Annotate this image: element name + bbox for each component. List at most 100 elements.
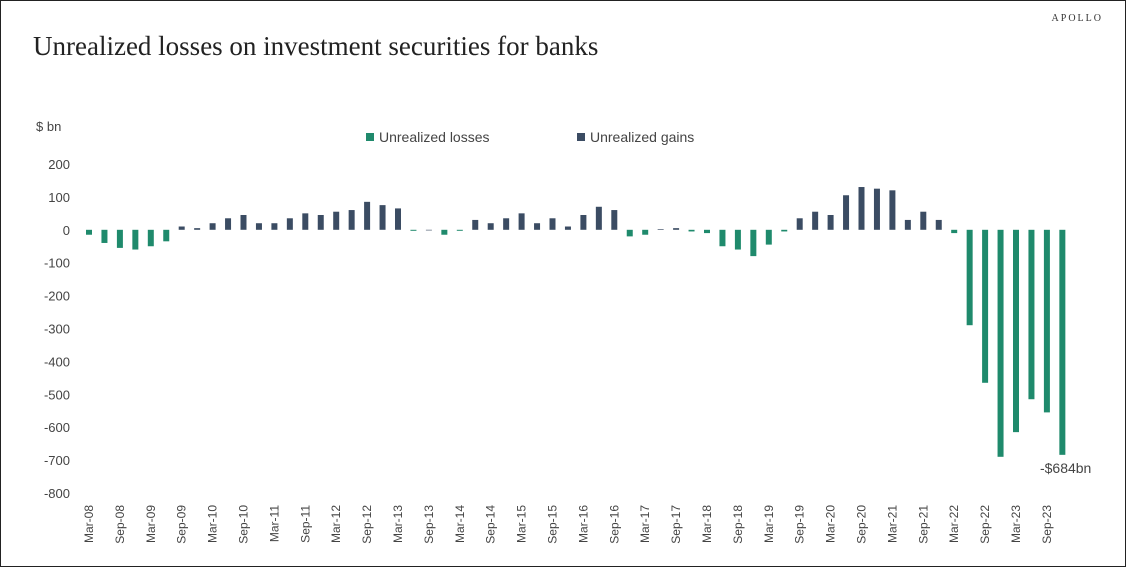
x-tick-label: Sep-12 [360, 505, 374, 544]
x-tick-label: Sep-16 [607, 505, 621, 544]
last-value-annotation: -$684bn [1040, 460, 1091, 476]
bar [534, 223, 541, 230]
x-tick-label: Mar-13 [391, 505, 405, 543]
y-tick-label: -800 [44, 486, 70, 501]
x-axis: Mar-08 Sep-08 Mar-09 Sep-09 Mar-10 Sep-10 Mar-… [82, 505, 1054, 544]
x-tick-label: Mar-21 [885, 505, 899, 543]
bar [317, 214, 324, 230]
bar [904, 219, 911, 230]
bar [812, 211, 819, 230]
bar [951, 229, 958, 234]
bar [796, 218, 803, 230]
bar [920, 211, 927, 230]
x-tick-label: Sep-18 [731, 505, 745, 544]
legend: Unrealized losses Unrealized gains [366, 129, 694, 145]
bar [240, 214, 247, 230]
bar [719, 229, 726, 247]
bar [580, 214, 587, 230]
x-tick-label: Mar-08 [82, 505, 96, 543]
x-tick-label: Sep-19 [793, 505, 807, 544]
x-tick-label: Sep-17 [669, 505, 683, 544]
bar [286, 218, 293, 230]
bar [472, 219, 479, 230]
x-tick-label: Mar-09 [144, 505, 158, 543]
bar [873, 188, 880, 230]
bar [843, 195, 850, 230]
legend-swatch-gains [577, 133, 585, 141]
bar [395, 208, 401, 230]
bar [518, 213, 525, 230]
bar [827, 214, 834, 230]
bar [781, 229, 788, 232]
bar [194, 228, 201, 230]
x-tick-label: Sep-15 [546, 505, 560, 544]
y-tick-label: -500 [44, 387, 70, 402]
x-tick-label: Mar-10 [206, 505, 220, 543]
x-tick-label: Sep-11 [298, 505, 312, 543]
bar [564, 226, 571, 230]
bar [132, 229, 139, 250]
bar [379, 205, 386, 230]
bar [101, 229, 108, 243]
y-tick-label: -600 [44, 420, 70, 435]
bar [1043, 229, 1050, 413]
bar [657, 229, 664, 230]
x-tick-label: Mar-18 [700, 505, 714, 543]
y-tick-label: -100 [44, 256, 70, 271]
bar [116, 229, 123, 248]
y-tick-label: 100 [48, 190, 70, 205]
x-tick-label: Mar-12 [329, 505, 343, 543]
bar [364, 201, 371, 230]
x-tick-label: Mar-16 [576, 505, 590, 543]
bar [889, 190, 896, 230]
bar [704, 229, 710, 234]
y-tick-label: 0 [63, 223, 70, 238]
x-tick-label: Mar-14 [453, 505, 467, 543]
bar [673, 228, 680, 230]
legend-swatch-losses [366, 133, 374, 141]
bar [410, 229, 417, 231]
bar [688, 229, 695, 232]
x-tick-label: Mar-20 [824, 505, 838, 543]
bar [348, 210, 355, 230]
bar [765, 229, 772, 245]
x-tick-label: Sep-21 [916, 505, 930, 544]
apollo-logo: APOLLO [1051, 13, 1103, 24]
bar [441, 229, 448, 235]
bar [503, 218, 510, 230]
x-tick-label: Mar-15 [515, 505, 529, 543]
legend-label-gains: Unrealized gains [590, 129, 694, 145]
bar [935, 219, 942, 230]
x-tick-label: Mar-19 [762, 505, 776, 543]
x-tick-label: Sep-10 [237, 505, 251, 544]
bar [302, 213, 309, 230]
bar [1059, 229, 1066, 455]
y-tick-label: -400 [44, 354, 70, 369]
y-tick-label: -700 [44, 453, 70, 468]
y-tick-label: 200 [48, 157, 70, 172]
bar [1013, 229, 1019, 433]
bar [255, 223, 262, 230]
bar [225, 218, 232, 230]
bar [209, 223, 216, 230]
x-tick-label: Sep-08 [113, 505, 127, 544]
bars [86, 187, 1066, 457]
x-tick-label: Sep-13 [422, 505, 436, 544]
chart-title: Unrealized losses on investment securiti… [33, 31, 599, 61]
bar [1028, 229, 1035, 400]
bar [595, 206, 602, 230]
bar [456, 229, 463, 231]
x-tick-label: Mar-22 [947, 505, 961, 543]
x-tick-label: Sep-23 [1040, 505, 1054, 544]
y-axis-label: $ bn [36, 119, 61, 134]
y-tick-label: -300 [44, 322, 70, 337]
bar [333, 211, 340, 230]
x-tick-label: Sep-22 [978, 505, 992, 544]
y-tick-label: -200 [44, 289, 70, 304]
x-tick-label: Mar-23 [1009, 505, 1023, 543]
bar [858, 187, 865, 230]
bar [163, 229, 170, 242]
y-axis: 200 100 0 -100 -200 -300 -400 -500 -600 -700 -800 [44, 157, 70, 501]
